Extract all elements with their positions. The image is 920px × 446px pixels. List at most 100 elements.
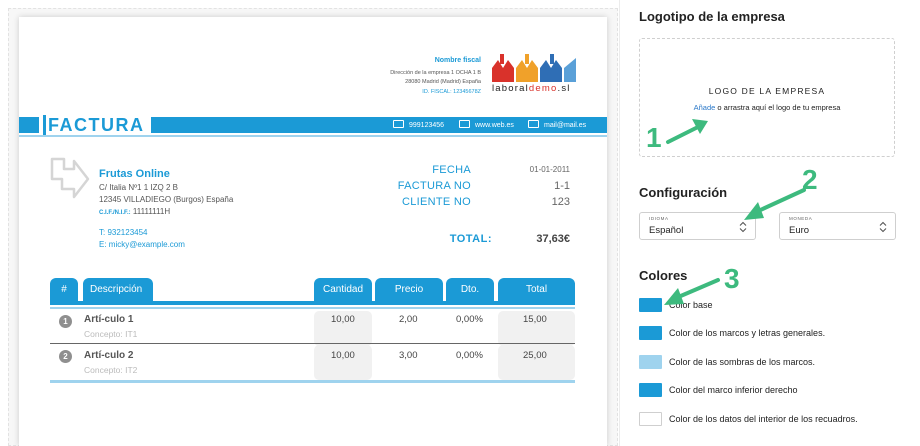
column-header-total: Total <box>498 278 575 301</box>
table-header-line <box>50 301 575 305</box>
item-concept: Concepto: IT1 <box>84 329 138 339</box>
logo-section-heading: Logotipo de la empresa <box>639 9 785 24</box>
client-arrow-icon <box>50 157 90 199</box>
annotation-number-1: 1 <box>646 122 662 153</box>
phone-icon <box>393 120 404 128</box>
item-discount: 0,00% <box>456 350 483 361</box>
color-swatch-shadows[interactable] <box>639 355 662 369</box>
color-label-shadows: Color de las sombras de los marcos. <box>669 357 816 367</box>
language-select-label: IDIOMA <box>649 216 669 221</box>
company-city: 28080 Madrid (Madrid) España <box>405 79 481 85</box>
color-swatch-bottom-frame[interactable] <box>639 383 662 397</box>
color-swatch-frames[interactable] <box>639 326 662 340</box>
factura-no-label: FACTURA NO <box>397 180 471 192</box>
invoice-meta-values: 01-01-2011 1-1 123 <box>530 162 570 210</box>
invoice-meta-labels: FECHA FACTURA NO CLIENTE NO <box>398 162 471 210</box>
contact-phone: 999123456 <box>393 120 444 129</box>
color-label-base: Color base <box>669 300 713 310</box>
colors-section-heading: Colores <box>639 268 688 283</box>
logo-text-part: .sl <box>557 83 571 94</box>
currency-select-label: MONEDA <box>789 216 813 221</box>
row-number-badge: 2 <box>59 350 72 363</box>
logo-text-part: laboral <box>492 83 529 94</box>
contact-web-text: www.web.es <box>475 122 514 129</box>
company-info: Nombre fiscal Dirección de la empresa 1 … <box>390 56 481 97</box>
currency-select-value: Euro <box>789 225 810 236</box>
contact-email: mail@mail.es <box>528 120 586 129</box>
language-select[interactable]: IDIOMA Español <box>639 212 756 240</box>
company-name: Nombre fiscal <box>434 57 481 64</box>
client-name: Frutas Online <box>99 168 170 180</box>
fecha-label: FECHA <box>432 164 471 176</box>
total-label: TOTAL: <box>449 233 492 245</box>
item-price: 2,00 <box>399 314 418 325</box>
logo-dropzone-hint: Añade o arrastra aquí el logo de tu empr… <box>640 103 894 112</box>
invoice-title-bar <box>19 117 607 133</box>
fecha-value: 01-01-2011 <box>529 165 570 174</box>
color-label-bottom-frame: Color del marco inferior derecho <box>669 385 798 395</box>
logo-dropzone[interactable]: LOGO DE LA EMPRESA Añade o arrastra aquí… <box>639 38 895 157</box>
divider <box>19 135 607 137</box>
color-label-frames: Color de los marcos y letras generales. <box>669 328 826 338</box>
monitor-icon <box>459 120 470 128</box>
client-phone: T: 932123454 <box>99 228 148 237</box>
item-name: Artí-culo 1 <box>84 314 134 325</box>
company-logo-text: laboraldemo.sl <box>492 83 571 94</box>
config-section-heading: Configuración <box>639 185 728 200</box>
client-info: Frutas Online C/ Italia Nº1 1 IZQ 2 B 12… <box>99 168 233 251</box>
item-quantity: 10,00 <box>331 314 355 325</box>
logo-dropzone-hint-text: o arrastra aquí el logo de tu empresa <box>717 103 841 112</box>
cliente-no-label: CLIENTE NO <box>401 196 471 208</box>
select-chevron-icon <box>739 221 747 233</box>
select-chevron-icon <box>879 221 887 233</box>
item-quantity: 10,00 <box>331 350 355 361</box>
panel-divider <box>619 0 620 446</box>
logo-text-part: demo <box>528 83 558 94</box>
row-number-badge: 1 <box>59 315 72 328</box>
item-price: 3,00 <box>399 350 418 361</box>
currency-select[interactable]: MONEDA Euro <box>779 212 896 240</box>
client-address: C/ Italia Nº1 1 IZQ 2 B <box>99 183 178 192</box>
invoice-title: FACTURA <box>48 115 145 135</box>
add-logo-link[interactable]: Añade <box>693 103 716 112</box>
contact-phone-text: 999123456 <box>409 122 445 129</box>
annotation-number-2: 2 <box>802 164 818 195</box>
company-tax-id: ID. FISCAL: 12345678Z <box>422 88 481 95</box>
language-select-value: Español <box>649 225 684 236</box>
color-label-inner-data: Color de los datos del interior de los r… <box>669 414 858 424</box>
annotation-arrow-3-icon <box>664 278 720 305</box>
column-header-quantity: Cantidad <box>314 278 372 301</box>
annotation-arrow-2-icon <box>744 188 806 220</box>
table-header-shadow-line <box>50 307 575 309</box>
client-nif-label: C.I.F./N.I.F.: <box>99 210 131 216</box>
annotation-arrow-1-icon <box>666 119 708 144</box>
column-header-description: Descripción <box>83 278 153 301</box>
total-value: 37,63€ <box>536 233 570 245</box>
logo-dropzone-title: LOGO DE LA EMPRESA <box>708 86 826 96</box>
item-concept: Concepto: IT2 <box>84 365 138 375</box>
contact-email-text: mail@mail.es <box>544 122 587 129</box>
cliente-no-value: 123 <box>551 196 570 208</box>
client-email: E: micky@example.com <box>99 240 185 249</box>
item-total: 25,00 <box>523 350 547 361</box>
row-divider <box>50 343 575 344</box>
company-logo-image <box>492 54 576 82</box>
table-bottom-line <box>50 380 575 383</box>
color-swatch-inner-data[interactable] <box>639 412 662 426</box>
item-total: 15,00 <box>523 314 547 325</box>
item-name: Artí-culo 2 <box>84 350 134 361</box>
column-header-number: # <box>50 278 78 301</box>
annotation-number-3: 3 <box>724 263 740 294</box>
envelope-icon <box>528 120 539 128</box>
company-address: Dirección de la empresa 1 OCHA 1 B <box>390 69 481 76</box>
invoice-preview: Nombre fiscal Dirección de la empresa 1 … <box>19 17 607 446</box>
factura-no-value: 1-1 <box>554 180 570 192</box>
color-swatch-base[interactable] <box>639 298 662 312</box>
column-header-discount: Dto. <box>446 278 494 301</box>
contact-web: www.web.es <box>459 120 514 129</box>
client-nif-value: 11111111H <box>132 207 171 216</box>
invoice-title-box <box>39 115 151 135</box>
column-header-price: Precio <box>375 278 443 301</box>
item-discount: 0,00% <box>456 314 483 325</box>
